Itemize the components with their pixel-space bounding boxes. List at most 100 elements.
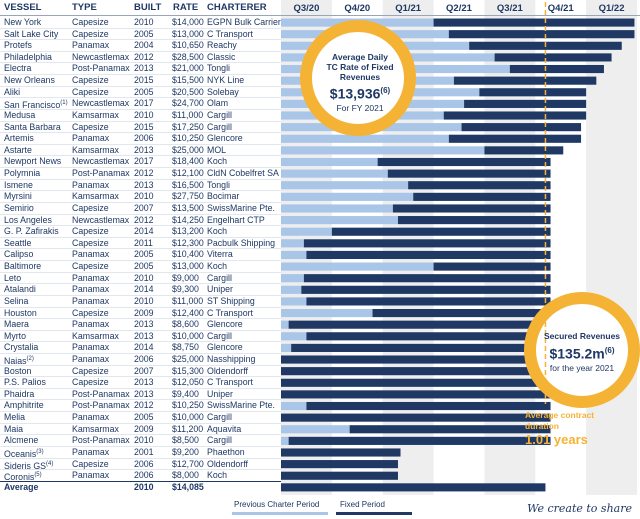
cell-type-text: Capesize [72, 377, 109, 388]
cell-built-text: 2013 [134, 144, 154, 155]
cell-type-text: Post-Panamax [72, 435, 130, 446]
cell-built-text: 2015 [134, 121, 154, 132]
cell-charterer: SwissMarine Pte. [207, 400, 275, 411]
cell-vessel-text: Selina [4, 295, 29, 306]
cell-rate: $12,700 [172, 459, 204, 470]
cell-rate-text: $13,000 [172, 28, 204, 39]
cell-built: 2010 [134, 296, 154, 307]
cell-built-text: 2014 [134, 284, 154, 295]
x-tick-label: Q2/21 [446, 3, 473, 14]
bar-previous [281, 157, 378, 167]
cell-charterer: Phaethon [207, 447, 245, 458]
footnote-marker: (2) [26, 355, 34, 362]
row-divider [0, 422, 281, 424]
cell-built-text: 2005 [134, 28, 154, 39]
cell-type: Panamax [72, 249, 109, 260]
cell-built: 2013 [134, 319, 154, 330]
cell-built: 2005 [134, 261, 154, 272]
cell-built: 2001 [134, 447, 154, 458]
cell-charterer: Olam [207, 98, 228, 109]
duration-line2: duration [525, 421, 559, 431]
bar-fixed [433, 18, 635, 27]
avg-rate-line2: TC Rate of Fixed [326, 62, 394, 72]
cell-type-text: Panamax [72, 353, 110, 364]
footnote-marker: (4) [46, 460, 54, 467]
cell-rate: $28,500 [172, 52, 204, 63]
cell-vessel-text: New York [4, 17, 42, 27]
cell-type-text: Post-Panamax [72, 388, 130, 399]
bar-fixed [453, 76, 597, 85]
cell-rate: $9,300 [172, 284, 199, 295]
cell-built-text: 2012 [134, 214, 154, 225]
cell-type: Panamax [72, 273, 109, 284]
cell-vessel-text: Phaidra [4, 388, 35, 399]
cell-vessel: Naias(2) [4, 354, 34, 367]
cell-rate-text: $10,000 [172, 330, 204, 341]
cell-type-text: Panamax [72, 295, 110, 306]
duration-line1: Average contract [525, 410, 595, 420]
cell-rate-text: $10,250 [172, 400, 204, 411]
cell-built-text: 2013 [134, 377, 154, 388]
cell-vessel-text: Alcmene [4, 435, 39, 446]
cell-built-text: 2006 [134, 470, 154, 481]
cell-charterer-text: Uniper [207, 388, 233, 399]
cell-rate-text: $8,600 [172, 319, 199, 330]
cell-charterer: C Transport [207, 377, 253, 388]
legend-previous-swatch [232, 512, 328, 515]
cell-charterer: Solebay [207, 87, 239, 98]
cell-type-text: Panamax [72, 249, 110, 260]
cell-vessel-text: Ismene [4, 179, 33, 190]
bar-fixed [281, 460, 398, 469]
cell-built: 2013 [134, 145, 154, 156]
cell-vessel-text: Polymnia [4, 168, 41, 179]
cell-type-text: Panamax [72, 40, 110, 51]
cell-rate-text: $13,500 [172, 202, 204, 213]
cell-type-text: Kamsarmax [72, 144, 119, 155]
bar-fixed [372, 309, 551, 318]
cell-rate: $15,300 [172, 366, 204, 377]
cell-charterer-text: Bocimar [207, 191, 240, 202]
cell-rate-text: $15,300 [172, 365, 204, 376]
cell-charterer-text: Cargill [207, 435, 232, 446]
cell-charterer: MOL [207, 145, 226, 156]
bar-previous [281, 274, 304, 283]
row-divider [0, 411, 281, 413]
cell-rate: $10,000 [172, 331, 204, 342]
table-header: VESSEL TYPE BUILT RATE CHARTERER [0, 0, 640, 16]
cell-built: 2014 [134, 342, 154, 353]
cell-charterer: EGPN Bulk Carrier [207, 17, 281, 28]
cell-vessel-text: Leto [4, 272, 22, 283]
cell-vessel-text: Coronis [4, 472, 35, 483]
cell-vessel: Semirio [4, 203, 34, 214]
bar-previous [281, 192, 414, 201]
cell-rate: $16,500 [172, 180, 204, 191]
cell-built: 2006 [134, 459, 154, 470]
bar-previous [281, 250, 307, 260]
cell-rate: $10,000 [172, 412, 204, 423]
cell-built-text: 2012 [134, 400, 154, 411]
cell-type-text: Capesize [72, 86, 109, 97]
cell-type: Kamsarmax [72, 331, 119, 342]
cell-charterer-text: Aquavita [207, 423, 242, 434]
row-divider [0, 445, 281, 447]
bar-fixed [306, 401, 551, 411]
cell-rate-text: $10,650 [172, 40, 204, 51]
cell-vessel-text: Newport News [4, 156, 62, 167]
cell-built-text: 2014 [134, 226, 154, 237]
cell-built-text: 2010 [134, 295, 154, 306]
cell-type-text: Panamax [72, 319, 110, 330]
cell-type-text: Capesize [72, 75, 109, 86]
x-tick-label: Q3/20 [293, 3, 319, 14]
cell-vessel-text: P.S. Palios [4, 377, 46, 388]
cell-type-text: Kamsarmax [72, 423, 119, 434]
bar-fixed [281, 483, 546, 492]
cell-type: Post-Panamax [72, 63, 130, 74]
bar-fixed [281, 355, 551, 364]
bar-previous [281, 425, 350, 434]
cell-vessel-text: Semirio [4, 202, 34, 213]
cell-type-text: Panamax [72, 133, 110, 144]
row-divider [0, 329, 281, 331]
cell-rate-text: $8,750 [172, 342, 199, 353]
row-divider [0, 213, 281, 215]
cell-built: 2013 [134, 377, 154, 388]
